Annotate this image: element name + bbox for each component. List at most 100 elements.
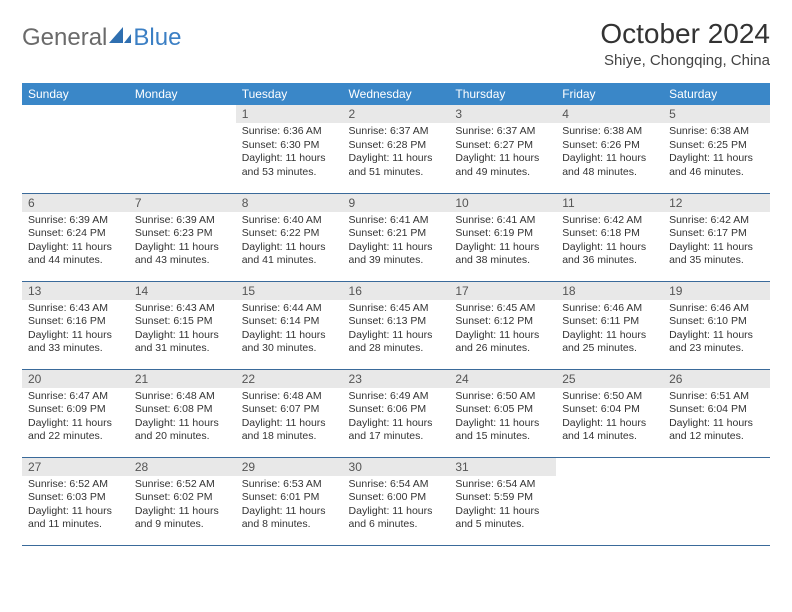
day-number: 10 bbox=[449, 194, 556, 212]
calendar-day-cell: 22Sunrise: 6:48 AMSunset: 6:07 PMDayligh… bbox=[236, 369, 343, 457]
calendar-week-row: 1Sunrise: 6:36 AMSunset: 6:30 PMDaylight… bbox=[22, 105, 770, 193]
calendar-day-cell: 18Sunrise: 6:46 AMSunset: 6:11 PMDayligh… bbox=[556, 281, 663, 369]
calendar-day-cell: 31Sunrise: 6:54 AMSunset: 5:59 PMDayligh… bbox=[449, 457, 556, 545]
day-number: 20 bbox=[22, 370, 129, 388]
calendar-day-cell: 16Sunrise: 6:45 AMSunset: 6:13 PMDayligh… bbox=[343, 281, 450, 369]
day-number: 17 bbox=[449, 282, 556, 300]
day-number: 9 bbox=[343, 194, 450, 212]
calendar-week-row: 6Sunrise: 6:39 AMSunset: 6:24 PMDaylight… bbox=[22, 193, 770, 281]
day-number: 21 bbox=[129, 370, 236, 388]
day-details: Sunrise: 6:51 AMSunset: 6:04 PMDaylight:… bbox=[663, 388, 770, 449]
calendar-day-cell: 27Sunrise: 6:52 AMSunset: 6:03 PMDayligh… bbox=[22, 457, 129, 545]
weekday-header: Sunday bbox=[22, 83, 129, 105]
day-number: 8 bbox=[236, 194, 343, 212]
calendar-day-cell: 25Sunrise: 6:50 AMSunset: 6:04 PMDayligh… bbox=[556, 369, 663, 457]
calendar-day-cell: 10Sunrise: 6:41 AMSunset: 6:19 PMDayligh… bbox=[449, 193, 556, 281]
calendar-day-cell: 23Sunrise: 6:49 AMSunset: 6:06 PMDayligh… bbox=[343, 369, 450, 457]
weekday-header: Friday bbox=[556, 83, 663, 105]
day-details: Sunrise: 6:48 AMSunset: 6:07 PMDaylight:… bbox=[236, 388, 343, 449]
day-number: 15 bbox=[236, 282, 343, 300]
calendar-week-row: 13Sunrise: 6:43 AMSunset: 6:16 PMDayligh… bbox=[22, 281, 770, 369]
day-number: 24 bbox=[449, 370, 556, 388]
day-number: 18 bbox=[556, 282, 663, 300]
calendar-week-row: 27Sunrise: 6:52 AMSunset: 6:03 PMDayligh… bbox=[22, 457, 770, 545]
weekday-header: Thursday bbox=[449, 83, 556, 105]
month-title: October 2024 bbox=[600, 18, 770, 50]
calendar-day-cell: 4Sunrise: 6:38 AMSunset: 6:26 PMDaylight… bbox=[556, 105, 663, 193]
day-details: Sunrise: 6:39 AMSunset: 6:23 PMDaylight:… bbox=[129, 212, 236, 273]
day-number: 12 bbox=[663, 194, 770, 212]
day-number: 28 bbox=[129, 458, 236, 476]
calendar-day-cell: 1Sunrise: 6:36 AMSunset: 6:30 PMDaylight… bbox=[236, 105, 343, 193]
calendar-day-cell: 30Sunrise: 6:54 AMSunset: 6:00 PMDayligh… bbox=[343, 457, 450, 545]
day-number: 4 bbox=[556, 105, 663, 123]
calendar-week-row: 20Sunrise: 6:47 AMSunset: 6:09 PMDayligh… bbox=[22, 369, 770, 457]
calendar-day-cell: 19Sunrise: 6:46 AMSunset: 6:10 PMDayligh… bbox=[663, 281, 770, 369]
calendar-day-cell: 26Sunrise: 6:51 AMSunset: 6:04 PMDayligh… bbox=[663, 369, 770, 457]
day-details: Sunrise: 6:54 AMSunset: 6:00 PMDaylight:… bbox=[343, 476, 450, 537]
calendar-day-cell: 17Sunrise: 6:45 AMSunset: 6:12 PMDayligh… bbox=[449, 281, 556, 369]
day-number: 7 bbox=[129, 194, 236, 212]
day-details: Sunrise: 6:37 AMSunset: 6:28 PMDaylight:… bbox=[343, 123, 450, 184]
logo-text-general: General bbox=[22, 24, 107, 52]
day-number: 3 bbox=[449, 105, 556, 123]
day-details: Sunrise: 6:42 AMSunset: 6:18 PMDaylight:… bbox=[556, 212, 663, 273]
day-details: Sunrise: 6:52 AMSunset: 6:03 PMDaylight:… bbox=[22, 476, 129, 537]
day-number: 19 bbox=[663, 282, 770, 300]
day-details: Sunrise: 6:41 AMSunset: 6:21 PMDaylight:… bbox=[343, 212, 450, 273]
calendar-day-cell: 9Sunrise: 6:41 AMSunset: 6:21 PMDaylight… bbox=[343, 193, 450, 281]
calendar-day-cell bbox=[22, 105, 129, 193]
day-details: Sunrise: 6:53 AMSunset: 6:01 PMDaylight:… bbox=[236, 476, 343, 537]
day-details: Sunrise: 6:43 AMSunset: 6:15 PMDaylight:… bbox=[129, 300, 236, 361]
day-details: Sunrise: 6:38 AMSunset: 6:26 PMDaylight:… bbox=[556, 123, 663, 184]
day-number: 31 bbox=[449, 458, 556, 476]
day-number: 11 bbox=[556, 194, 663, 212]
day-number: 1 bbox=[236, 105, 343, 123]
day-details: Sunrise: 6:46 AMSunset: 6:11 PMDaylight:… bbox=[556, 300, 663, 361]
day-number: 30 bbox=[343, 458, 450, 476]
day-details: Sunrise: 6:40 AMSunset: 6:22 PMDaylight:… bbox=[236, 212, 343, 273]
calendar-day-cell: 29Sunrise: 6:53 AMSunset: 6:01 PMDayligh… bbox=[236, 457, 343, 545]
calendar-day-cell: 21Sunrise: 6:48 AMSunset: 6:08 PMDayligh… bbox=[129, 369, 236, 457]
calendar-day-cell: 2Sunrise: 6:37 AMSunset: 6:28 PMDaylight… bbox=[343, 105, 450, 193]
title-block: October 2024 Shiye, Chongqing, China bbox=[600, 18, 770, 69]
day-details: Sunrise: 6:37 AMSunset: 6:27 PMDaylight:… bbox=[449, 123, 556, 184]
day-details: Sunrise: 6:45 AMSunset: 6:13 PMDaylight:… bbox=[343, 300, 450, 361]
calendar-day-cell: 11Sunrise: 6:42 AMSunset: 6:18 PMDayligh… bbox=[556, 193, 663, 281]
weekday-header: Wednesday bbox=[343, 83, 450, 105]
logo-sail-icon bbox=[109, 24, 131, 52]
day-details: Sunrise: 6:41 AMSunset: 6:19 PMDaylight:… bbox=[449, 212, 556, 273]
calendar-day-cell: 5Sunrise: 6:38 AMSunset: 6:25 PMDaylight… bbox=[663, 105, 770, 193]
day-details: Sunrise: 6:48 AMSunset: 6:08 PMDaylight:… bbox=[129, 388, 236, 449]
day-number: 29 bbox=[236, 458, 343, 476]
calendar-day-cell: 6Sunrise: 6:39 AMSunset: 6:24 PMDaylight… bbox=[22, 193, 129, 281]
weekday-header: Tuesday bbox=[236, 83, 343, 105]
calendar-body: 1Sunrise: 6:36 AMSunset: 6:30 PMDaylight… bbox=[22, 105, 770, 545]
day-number: 13 bbox=[22, 282, 129, 300]
weekday-header-row: SundayMondayTuesdayWednesdayThursdayFrid… bbox=[22, 83, 770, 105]
day-details: Sunrise: 6:39 AMSunset: 6:24 PMDaylight:… bbox=[22, 212, 129, 273]
calendar-day-cell bbox=[663, 457, 770, 545]
calendar-day-cell: 8Sunrise: 6:40 AMSunset: 6:22 PMDaylight… bbox=[236, 193, 343, 281]
calendar-day-cell: 15Sunrise: 6:44 AMSunset: 6:14 PMDayligh… bbox=[236, 281, 343, 369]
calendar-day-cell bbox=[129, 105, 236, 193]
day-details: Sunrise: 6:36 AMSunset: 6:30 PMDaylight:… bbox=[236, 123, 343, 184]
day-number: 6 bbox=[22, 194, 129, 212]
day-details: Sunrise: 6:50 AMSunset: 6:04 PMDaylight:… bbox=[556, 388, 663, 449]
brand-logo: General Blue bbox=[22, 24, 181, 52]
calendar-day-cell: 7Sunrise: 6:39 AMSunset: 6:23 PMDaylight… bbox=[129, 193, 236, 281]
calendar-day-cell: 3Sunrise: 6:37 AMSunset: 6:27 PMDaylight… bbox=[449, 105, 556, 193]
calendar-day-cell: 14Sunrise: 6:43 AMSunset: 6:15 PMDayligh… bbox=[129, 281, 236, 369]
day-number: 26 bbox=[663, 370, 770, 388]
day-number: 25 bbox=[556, 370, 663, 388]
day-number: 5 bbox=[663, 105, 770, 123]
day-details: Sunrise: 6:47 AMSunset: 6:09 PMDaylight:… bbox=[22, 388, 129, 449]
day-number: 2 bbox=[343, 105, 450, 123]
weekday-header: Saturday bbox=[663, 83, 770, 105]
calendar-table: SundayMondayTuesdayWednesdayThursdayFrid… bbox=[22, 83, 770, 546]
day-details: Sunrise: 6:42 AMSunset: 6:17 PMDaylight:… bbox=[663, 212, 770, 273]
day-details: Sunrise: 6:46 AMSunset: 6:10 PMDaylight:… bbox=[663, 300, 770, 361]
day-number: 14 bbox=[129, 282, 236, 300]
day-details: Sunrise: 6:49 AMSunset: 6:06 PMDaylight:… bbox=[343, 388, 450, 449]
calendar-day-cell: 28Sunrise: 6:52 AMSunset: 6:02 PMDayligh… bbox=[129, 457, 236, 545]
